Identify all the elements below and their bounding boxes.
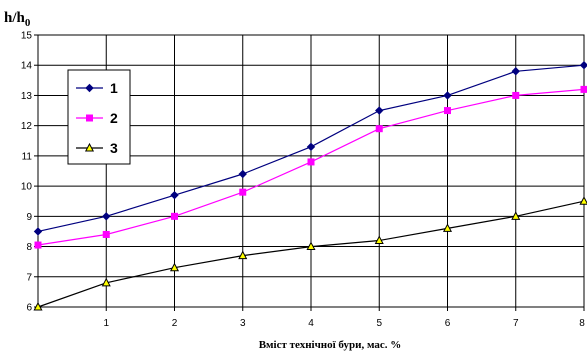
- y-axis-label: h/h0: [4, 10, 31, 29]
- x-axis-label: Вміст технічної бури, мас. %: [259, 339, 402, 351]
- data-point: [33, 301, 43, 311]
- y-tick-label: 12: [21, 121, 33, 132]
- x-tick-label: 8: [579, 318, 585, 329]
- y-tick-label: 6: [26, 303, 32, 314]
- y-tick-label: 15: [21, 31, 33, 42]
- legend-entry-1: 1: [76, 80, 118, 96]
- data-point: [101, 277, 111, 287]
- legend-label: 1: [110, 80, 118, 96]
- x-tick-label: 4: [308, 318, 314, 329]
- data-point: [375, 125, 383, 133]
- legend-entry-2: 2: [76, 110, 118, 126]
- data-point: [579, 196, 587, 205]
- legend-entry-3: 3: [76, 140, 118, 156]
- legend-label: 2: [110, 110, 118, 126]
- y-axis-label-subscript: 0: [25, 17, 31, 29]
- data-point: [306, 241, 316, 251]
- y-axis-ticks: 6 7 8 9 10 11 12 13 14 15: [21, 31, 38, 314]
- data-point: [511, 211, 521, 220]
- data-point: [511, 67, 520, 76]
- y-tick-label: 11: [22, 151, 33, 162]
- legend-swatch-marker: [85, 83, 94, 93]
- series-1: [33, 61, 587, 236]
- y-tick-label: 7: [26, 272, 32, 283]
- data-point: [374, 235, 384, 245]
- data-point: [238, 169, 247, 179]
- x-tick-label: 5: [376, 318, 382, 329]
- x-tick-label: 6: [445, 318, 451, 329]
- data-point: [238, 250, 248, 260]
- data-point: [579, 61, 587, 70]
- data-point: [170, 190, 179, 200]
- legend: 1 2 3: [67, 69, 131, 165]
- data-point: [580, 85, 587, 93]
- data-point: [306, 142, 316, 152]
- data-point: [512, 91, 520, 99]
- y-tick-label: 14: [21, 61, 33, 72]
- legend-box: [67, 69, 131, 165]
- data-point: [375, 106, 384, 115]
- data-point: [102, 230, 110, 238]
- data-point: [307, 158, 315, 166]
- x-tick-label: 1: [103, 318, 109, 329]
- y-axis-label-main: h/h: [4, 10, 26, 26]
- x-axis-ticks: 1 2 3 4 5 6 7 8: [103, 307, 585, 329]
- data-point: [443, 91, 452, 100]
- data-point: [34, 241, 42, 249]
- legend-swatch-marker: [84, 142, 95, 152]
- y-tick-label: 9: [26, 212, 32, 223]
- legend-label: 3: [110, 140, 118, 156]
- data-point: [442, 223, 453, 232]
- y-tick-label: 10: [21, 182, 33, 193]
- y-tick-label: 13: [21, 91, 33, 102]
- legend-swatch-marker: [86, 114, 93, 122]
- y-tick-label: 8: [26, 242, 32, 253]
- x-tick-label: 7: [513, 318, 519, 329]
- data-point: [33, 227, 43, 236]
- data-point: [171, 212, 178, 220]
- series-group: [33, 61, 587, 311]
- data-point: [102, 212, 111, 221]
- series-3: [33, 196, 587, 311]
- x-tick-label: 3: [240, 318, 246, 329]
- data-point: [444, 107, 451, 115]
- data-point: [169, 262, 180, 272]
- series-2: [34, 85, 587, 249]
- data-point: [239, 188, 247, 196]
- x-tick-label: 2: [172, 318, 178, 329]
